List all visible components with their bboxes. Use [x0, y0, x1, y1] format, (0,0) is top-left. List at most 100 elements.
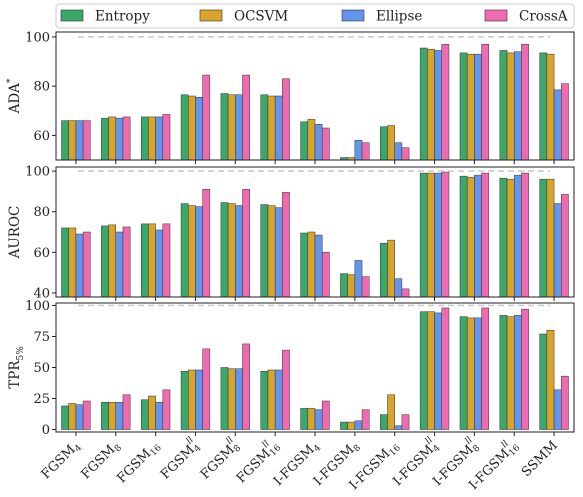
- bar-ocsvm-5: [267, 95, 276, 161]
- bar-ocsvm-9: [427, 172, 435, 298]
- bar-entropy-0: [61, 120, 69, 161]
- bar-crossa-5: [282, 349, 290, 430]
- legend-swatch-entropy: [60, 9, 84, 22]
- bar-crossa-7: [361, 409, 370, 430]
- y-tick-label: 50: [33, 361, 50, 376]
- bar-ocsvm-5: [267, 369, 276, 430]
- bar-ocsvm-1: [108, 116, 117, 161]
- bar-ocsvm-8: [387, 125, 395, 161]
- bar-entropy-1: [101, 401, 109, 430]
- bar-crossa-8: [401, 288, 410, 298]
- bar-crossa-6: [321, 127, 330, 161]
- bar-ellipse-11: [513, 174, 522, 298]
- bar-entropy-1: [101, 225, 109, 298]
- bar-ocsvm-12: [546, 178, 555, 298]
- bar-crossa-9: [441, 307, 450, 430]
- bar-crossa-0: [82, 120, 91, 161]
- bar-crossa-12: [561, 83, 569, 161]
- bar-entropy-7: [340, 273, 348, 298]
- bar-ocsvm-11: [506, 52, 515, 161]
- bar-ocsvm-1: [108, 224, 117, 298]
- legend-label-ellipse: Ellipse: [376, 9, 422, 25]
- bar-entropy-10: [459, 52, 468, 161]
- bar-entropy-6: [300, 121, 309, 161]
- bar-ellipse-2: [155, 229, 164, 298]
- legend-label-crossa: CrossA: [519, 9, 568, 25]
- bar-ocsvm-0: [68, 120, 77, 161]
- bar-ellipse-8: [394, 278, 403, 298]
- bar-entropy-9: [419, 311, 428, 430]
- bar-ellipse-0: [75, 233, 84, 298]
- bar-entropy-11: [499, 177, 508, 298]
- bar-entropy-2: [140, 223, 149, 298]
- bar-ocsvm-9: [427, 311, 435, 430]
- bar-ellipse-1: [115, 231, 124, 298]
- bar-crossa-5: [282, 192, 290, 298]
- bar-entropy-9: [419, 172, 428, 298]
- bar-entropy-4: [220, 202, 229, 298]
- bar-ocsvm-10: [466, 53, 475, 161]
- y-tick-label: 60: [33, 129, 50, 144]
- bar-ellipse-12: [553, 89, 562, 161]
- panel-1: 60 80 100 ADA*: [6, 30, 575, 164]
- bar-crossa-9: [441, 171, 450, 298]
- x-tick-label: SSMM: [519, 438, 561, 480]
- bar-ocsvm-3: [188, 95, 196, 161]
- bar-crossa-2: [162, 114, 171, 161]
- bar-ellipse-10: [474, 53, 482, 161]
- y-tick-label: 80: [33, 205, 50, 220]
- bar-ellipse-1: [115, 401, 124, 430]
- bar-ellipse-7: [354, 260, 363, 298]
- bar-crossa-0: [82, 400, 91, 430]
- bar-entropy-4: [220, 93, 229, 161]
- x-tick-label: FGSM4ll: [155, 435, 204, 484]
- y-axis-label: TPR5%: [7, 346, 26, 389]
- bar-ellipse-6: [314, 124, 323, 161]
- bar-entropy-2: [140, 116, 149, 161]
- bar-ellipse-0: [75, 404, 84, 430]
- bar-ellipse-4: [235, 205, 243, 298]
- bar-crossa-3: [202, 348, 211, 430]
- bar-crossa-7: [361, 276, 370, 298]
- bar-entropy-3: [180, 94, 189, 161]
- bar-crossa-2: [162, 389, 171, 430]
- bar-entropy-11: [499, 50, 508, 161]
- bar-entropy-2: [140, 399, 149, 430]
- bar-ocsvm-0: [68, 403, 77, 430]
- bar-entropy-12: [539, 333, 548, 430]
- bar-ellipse-11: [513, 51, 522, 161]
- bar-crossa-1: [122, 394, 131, 430]
- y-tick-label: 60: [33, 246, 50, 261]
- bar-crossa-10: [481, 44, 490, 161]
- bar-ocsvm-4: [227, 368, 236, 430]
- legend-label-entropy: Entropy: [95, 9, 150, 25]
- panel-2: 40 60 80 100 AUROC: [7, 165, 575, 301]
- bar-entropy-8: [380, 414, 388, 430]
- y-tick-label: 100: [25, 299, 50, 314]
- bar-crossa-11: [521, 172, 529, 298]
- y-tick-label: 75: [33, 330, 50, 345]
- bar-ellipse-3: [195, 96, 203, 161]
- bar-ocsvm-0: [68, 227, 77, 298]
- bar-ellipse-9: [434, 172, 442, 298]
- x-tick-label: FGSM16: [114, 438, 164, 488]
- bar-ocsvm-7: [347, 421, 356, 430]
- bar-entropy-10: [459, 316, 468, 430]
- y-tick-label: 100: [25, 30, 50, 45]
- bar-crossa-11: [521, 44, 529, 161]
- bar-entropy-4: [220, 367, 229, 430]
- bar-ellipse-10: [474, 174, 482, 298]
- legend-swatch-crossa: [484, 9, 508, 22]
- legend-label-ocsvm: OCSVM: [234, 9, 288, 25]
- bar-ocsvm-5: [267, 205, 276, 298]
- bar-ocsvm-6: [307, 119, 316, 161]
- bar-ellipse-3: [195, 369, 203, 430]
- bar-crossa-6: [321, 400, 330, 430]
- bar-ocsvm-12: [546, 53, 555, 161]
- bar-ocsvm-6: [307, 408, 316, 430]
- bar-ellipse-8: [394, 142, 403, 161]
- bar-entropy-0: [61, 405, 69, 430]
- bar-ellipse-6: [314, 409, 323, 430]
